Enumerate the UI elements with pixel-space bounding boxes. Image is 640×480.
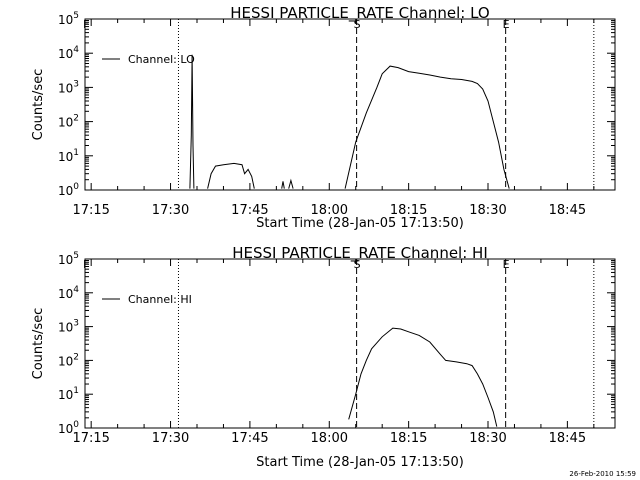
plot-frame	[84, 18, 616, 191]
y-tick-label: 102	[58, 114, 79, 130]
x-tick-label: 17:30	[152, 431, 189, 446]
plot-frame	[84, 258, 616, 429]
legend-label: Channel: LO	[128, 53, 195, 66]
x-axis-label: Start Time (28-Jan-05 17:13:50)	[256, 455, 464, 470]
x-tick-label: 18:30	[469, 431, 506, 446]
y-tick-label: 100	[58, 182, 79, 198]
footer-timestamp: 26-Feb-2010 15:59	[569, 470, 636, 478]
series-line	[189, 54, 195, 189]
x-tick-label: 18:45	[549, 431, 586, 446]
x-tick-label: 18:45	[549, 203, 586, 218]
x-tick-label: 17:30	[152, 203, 189, 218]
series-line	[288, 178, 294, 189]
x-tick-label: 18:15	[390, 431, 427, 446]
panel-hi: HESSI PARTICLE_RATE Channel: HI 17:15 17:3…	[31, 244, 616, 470]
y-tick-label: 101	[58, 148, 79, 164]
marker-label: E	[503, 18, 510, 31]
y-tick-label: 105	[58, 251, 79, 267]
chart-title: HESSI PARTICLE_RATE Channel: LO	[230, 4, 489, 23]
series-line	[281, 181, 285, 189]
panel-lo: HESSI PARTICLE_RATE Channel: LO 17:15 17:3…	[31, 4, 616, 231]
x-tick-label: 18:15	[390, 203, 427, 218]
x-tick-label: 17:45	[231, 203, 268, 218]
corner-label: F	[83, 18, 89, 31]
y-axis-label: Counts/sec	[31, 69, 46, 141]
y-tick-label: 104	[58, 285, 79, 301]
x-axis-label: Start Time (28-Jan-05 17:13:50)	[256, 216, 464, 231]
y-tick-label: 103	[58, 319, 79, 335]
series-line	[348, 327, 498, 427]
chart-title: HESSI PARTICLE_RATE Channel: HI	[232, 244, 488, 263]
marker-label: E	[503, 258, 510, 271]
x-tick-label: 18:30	[469, 203, 506, 218]
y-tick-label: 102	[58, 352, 79, 368]
series-line	[344, 65, 510, 189]
x-tick-label: 18:00	[311, 203, 348, 218]
x-tick-label: 18:00	[311, 431, 348, 446]
marker-label: S	[354, 18, 361, 31]
y-tick-label: 105	[58, 11, 79, 27]
x-tick-label: 17:15	[72, 431, 109, 446]
y-tick-label: 104	[58, 45, 79, 61]
x-tick-label: 17:15	[72, 203, 109, 218]
y-tick-label: 101	[58, 386, 79, 402]
series-line	[207, 162, 255, 189]
x-tick-label: 17:45	[231, 431, 268, 446]
marker-label: S	[354, 258, 361, 271]
y-tick-label: 103	[58, 79, 79, 95]
y-axis-label: Counts/sec	[31, 308, 46, 380]
y-tick-label: 100	[58, 420, 79, 436]
legend-label: Channel: HI	[128, 293, 192, 306]
corner-label: F	[83, 258, 89, 271]
